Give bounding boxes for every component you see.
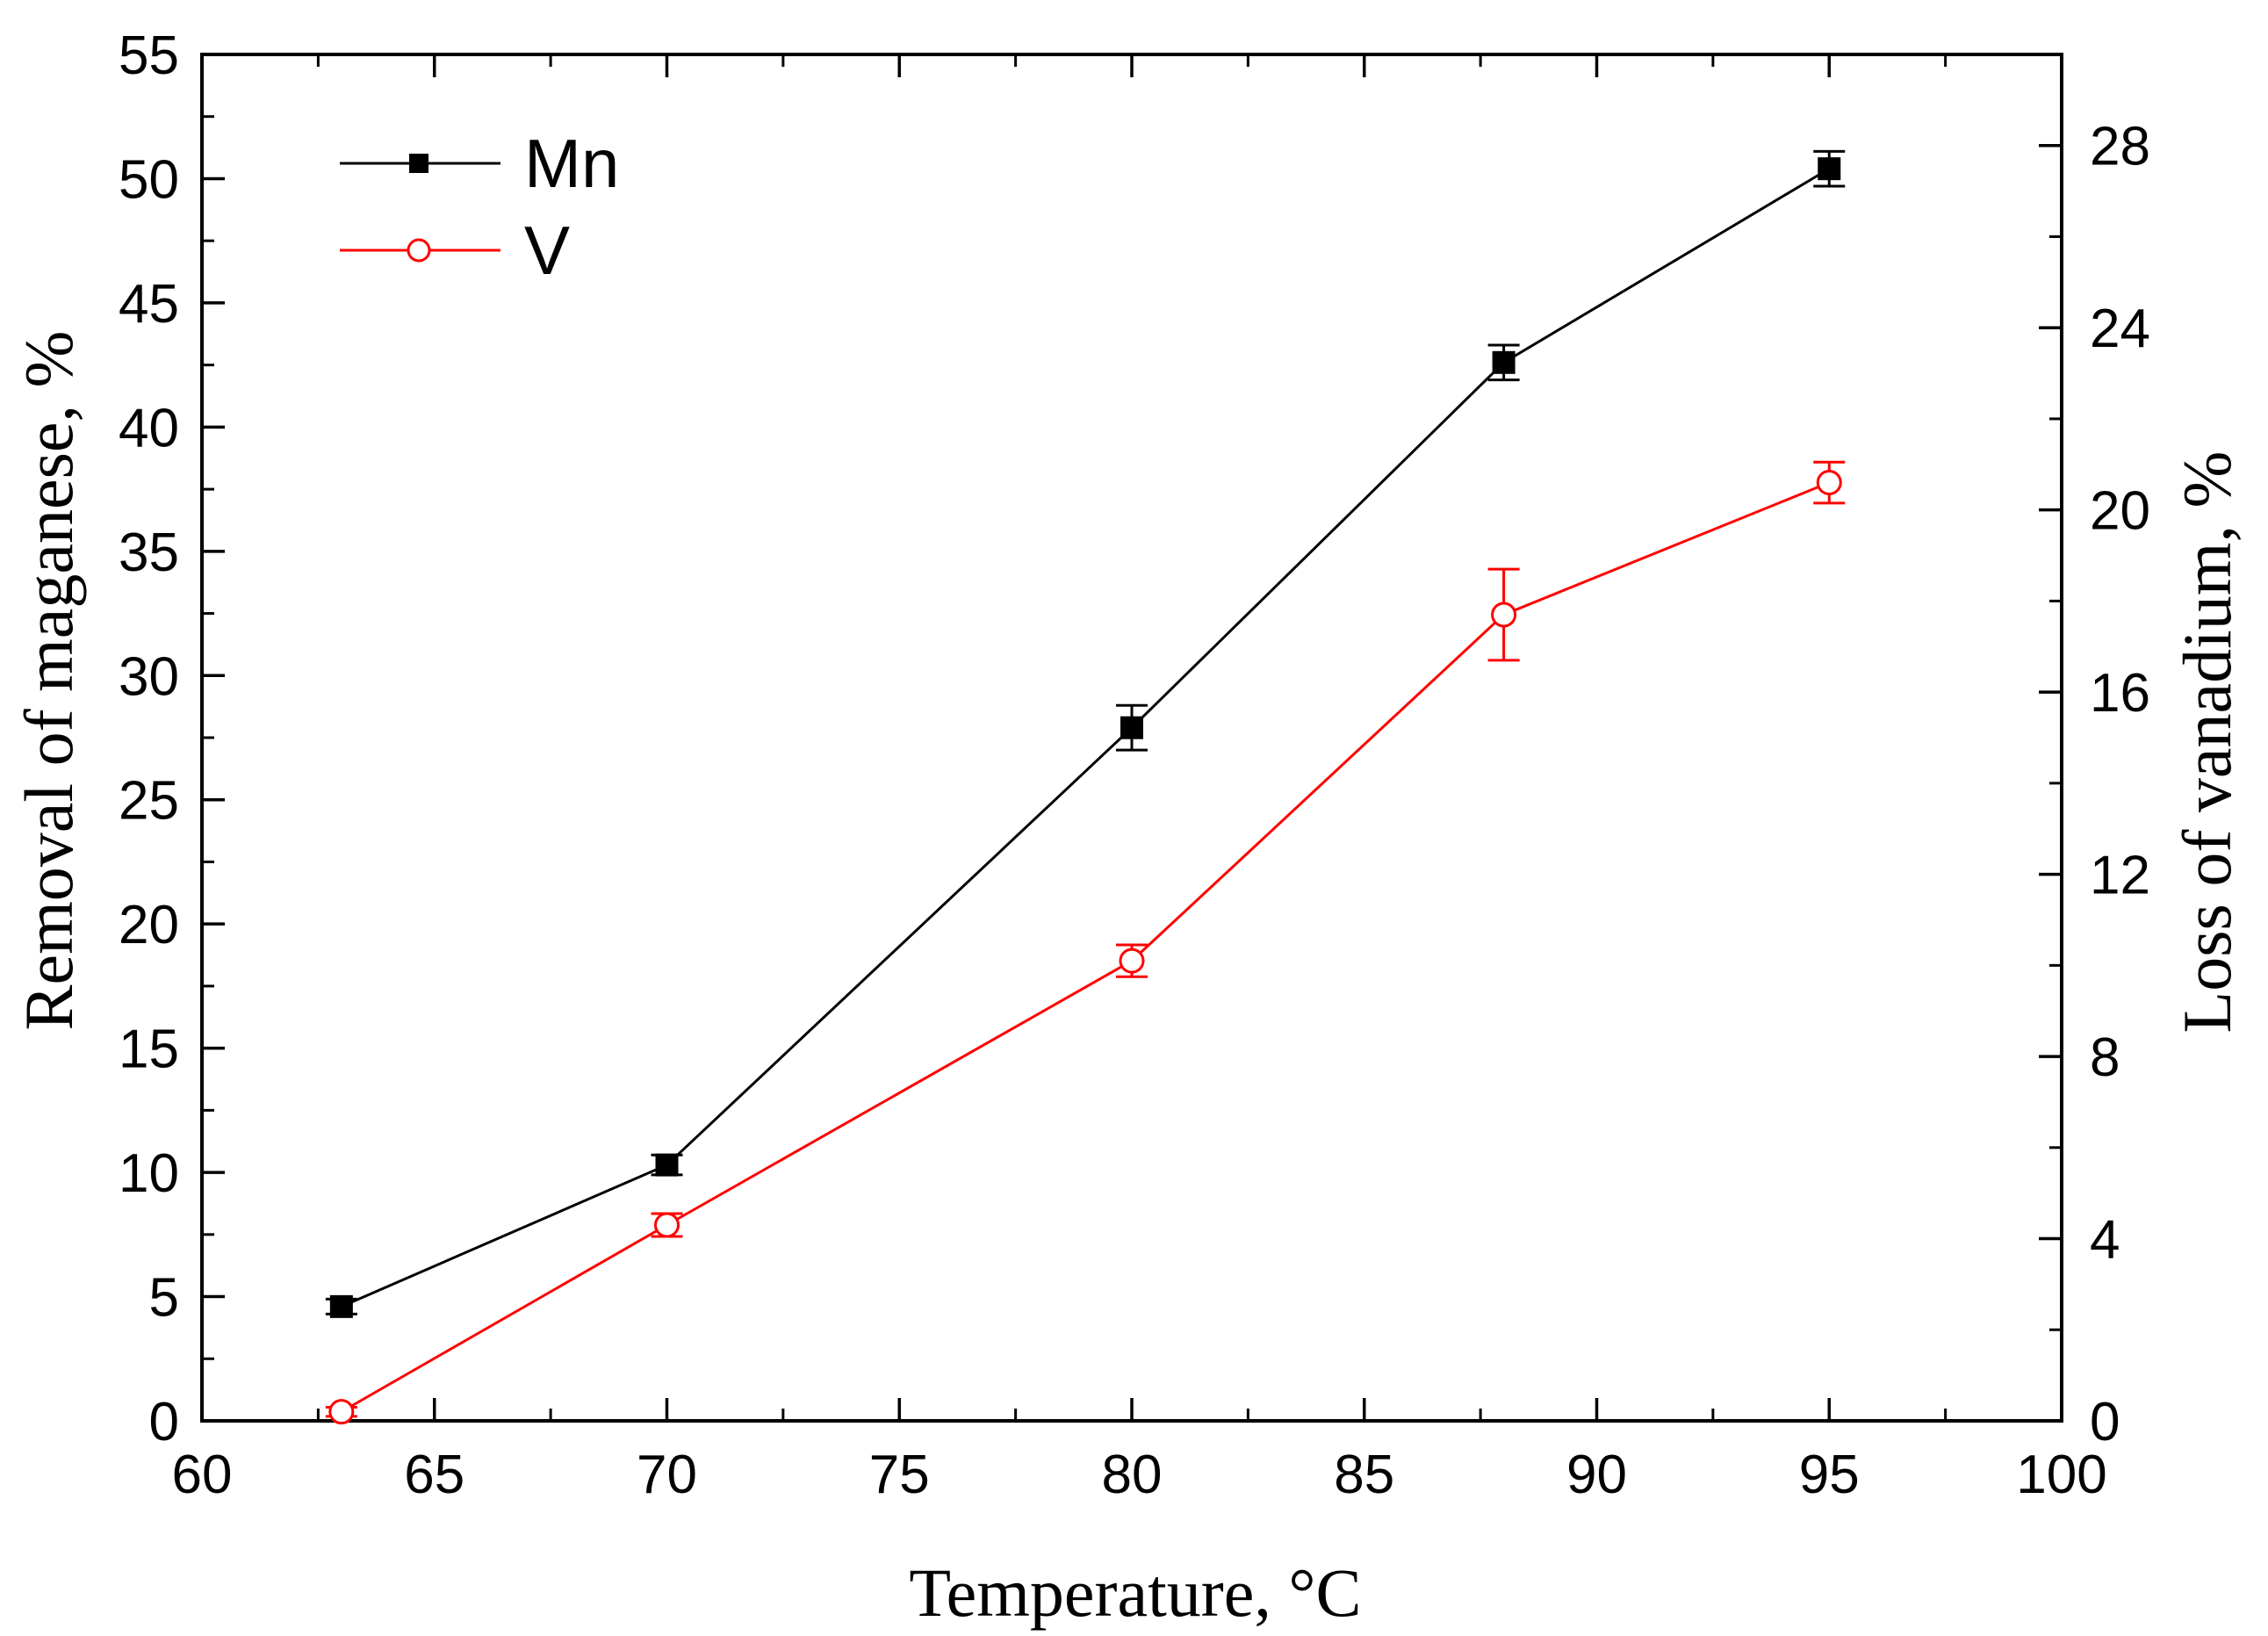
legend-label-mn: Mn bbox=[524, 125, 619, 202]
y-tick-label-20: 20 bbox=[119, 895, 179, 955]
legend-marker-mn bbox=[409, 154, 428, 173]
data-point-v bbox=[654, 1212, 680, 1238]
data-point-v bbox=[1491, 602, 1517, 628]
y-tick-label-40: 40 bbox=[119, 398, 179, 458]
x-tick-label-65: 65 bbox=[404, 1445, 464, 1505]
y-tick-label-5: 5 bbox=[149, 1268, 179, 1329]
y-axis-title: Removal of maganese, % bbox=[11, 330, 87, 1030]
y2-tick-label-4: 4 bbox=[2090, 1210, 2120, 1271]
plot-area: 60 65 70 75 80 85 90 95 100051015202530354045505… bbox=[119, 25, 2150, 1505]
x-tick-label-80: 80 bbox=[1102, 1445, 1163, 1505]
y-tick-label-30: 30 bbox=[119, 646, 179, 707]
y-tick-label-0: 0 bbox=[149, 1392, 179, 1452]
y2-tick-label-24: 24 bbox=[2090, 299, 2150, 359]
x-tick-label-100: 100 bbox=[2016, 1445, 2106, 1505]
data-point-mn bbox=[1120, 716, 1143, 739]
y2-tick-label-12: 12 bbox=[2090, 846, 2150, 906]
x-tick-label-85: 85 bbox=[1334, 1445, 1394, 1505]
y-tick-label-45: 45 bbox=[119, 274, 179, 335]
data-point-v bbox=[328, 1399, 355, 1425]
y-tick-label-15: 15 bbox=[119, 1020, 179, 1080]
y2-axis-title: Loss of vanadium, % bbox=[2169, 451, 2245, 1034]
data-point-v bbox=[1816, 470, 1842, 496]
legend-marker-v bbox=[407, 238, 431, 263]
y2-tick-label-0: 0 bbox=[2090, 1392, 2120, 1452]
y-tick-label-50: 50 bbox=[119, 149, 179, 210]
y-tick-label-10: 10 bbox=[119, 1143, 179, 1204]
legend: Mn V bbox=[340, 125, 619, 289]
series-line-v bbox=[341, 481, 1830, 1413]
x-tick-label-95: 95 bbox=[1799, 1445, 1860, 1505]
data-point-v bbox=[1119, 948, 1145, 974]
y2-tick-label-28: 28 bbox=[2090, 117, 2150, 177]
legend-label-v: V bbox=[524, 212, 570, 289]
x-tick-label-60: 60 bbox=[172, 1445, 233, 1505]
y2-tick-label-8: 8 bbox=[2090, 1027, 2120, 1088]
x-tick-label-70: 70 bbox=[637, 1445, 697, 1505]
y2-tick-label-16: 16 bbox=[2090, 663, 2150, 724]
x-tick-label-90: 90 bbox=[1566, 1445, 1627, 1505]
x-tick-label-75: 75 bbox=[869, 1445, 930, 1505]
y-tick-label-55: 55 bbox=[119, 25, 179, 86]
x-axis-title: Temperature, °C bbox=[909, 1554, 1361, 1631]
y-tick-label-25: 25 bbox=[119, 771, 179, 832]
y2-tick-label-20: 20 bbox=[2090, 481, 2150, 542]
y-tick-label-35: 35 bbox=[119, 523, 179, 583]
data-point-mn bbox=[1818, 157, 1841, 181]
data-point-mn bbox=[655, 1153, 679, 1177]
data-point-mn bbox=[1492, 350, 1516, 374]
series-line-mn bbox=[341, 167, 1831, 1308]
data-point-mn bbox=[329, 1294, 353, 1318]
